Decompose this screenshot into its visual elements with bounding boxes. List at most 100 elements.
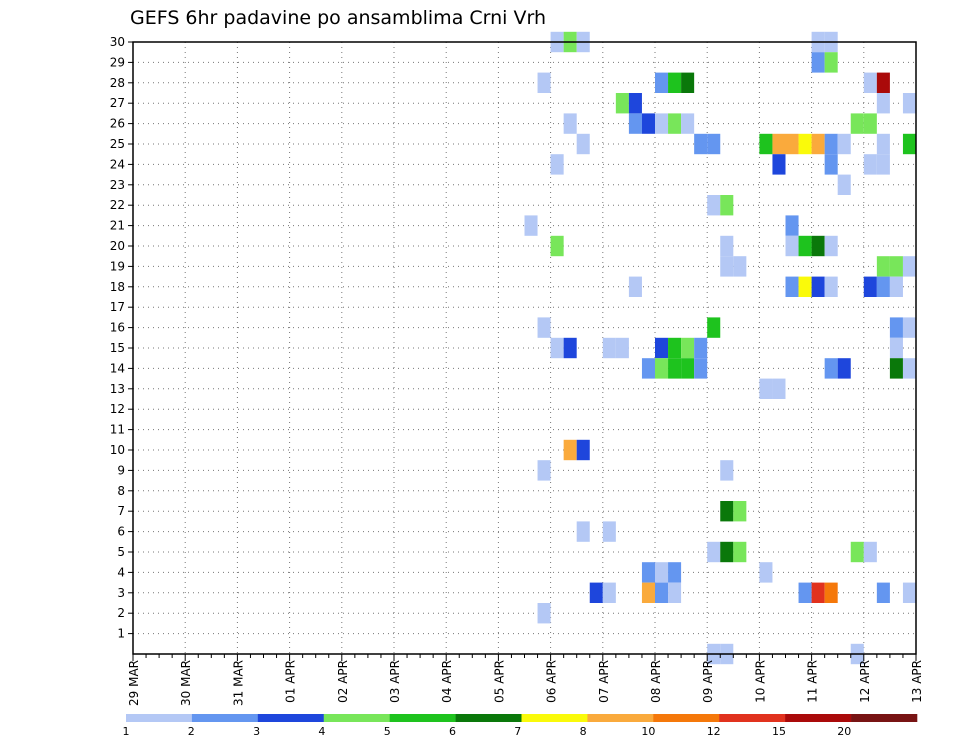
x-tick-label: 31 MAR [231, 660, 245, 706]
heatmap-cell [772, 133, 786, 155]
heatmap-cell [720, 235, 734, 257]
heatmap-cell [694, 337, 708, 359]
heatmap-cell [759, 562, 773, 583]
y-tick-label: 2 [117, 606, 125, 620]
heatmap-cell [537, 460, 551, 481]
heatmap-cell [668, 582, 682, 603]
heatmap-cell [902, 133, 916, 155]
x-tick-label: 30 MAR [179, 660, 193, 706]
y-tick-label: 10 [110, 443, 125, 457]
heatmap-cell [707, 195, 721, 216]
y-tick-label: 8 [117, 484, 125, 498]
heatmap-cell [889, 337, 903, 359]
heatmap-cell [785, 235, 799, 257]
heatmap-cell [824, 154, 838, 175]
heatmap-cell [889, 276, 903, 297]
heatmap-cell [681, 358, 695, 379]
heatmap-cell [576, 521, 590, 542]
colorbar-label: 10 [641, 725, 655, 738]
heatmap-cell [824, 358, 838, 379]
heatmap-cell [694, 133, 708, 155]
colorbar-swatch [323, 714, 390, 722]
heatmap-cell [550, 235, 564, 257]
heatmap-cell [876, 93, 890, 114]
heatmap-cell [641, 358, 655, 379]
y-tick-label: 24 [110, 157, 125, 171]
y-tick-label: 21 [110, 219, 125, 233]
x-tick-label: 06 APR [545, 660, 559, 703]
heatmap-cell [798, 582, 812, 603]
heatmap-cell [668, 113, 682, 134]
heatmap-cell [876, 133, 890, 155]
heatmap-cell [811, 235, 825, 257]
colorbar-label: 20 [837, 725, 851, 738]
chart-title: GEFS 6hr padavine po ansamblima Crni Vrh [130, 7, 546, 29]
heatmap-cell [537, 72, 551, 93]
y-tick-label: 1 [117, 627, 125, 641]
y-tick-label: 13 [110, 382, 125, 396]
heatmap-cell [772, 378, 786, 399]
x-tick-label: 03 APR [388, 660, 402, 703]
heatmap-cell [863, 154, 877, 175]
x-tick-label: 01 APR [284, 660, 298, 703]
heatmap-cell [902, 256, 916, 277]
heatmap-cell [655, 113, 669, 134]
colorbar-swatch [785, 714, 852, 722]
heatmap-cell [628, 113, 642, 134]
heatmap-cell [811, 52, 825, 73]
colorbar-label: 8 [580, 725, 587, 738]
heatmap-cell [850, 113, 864, 134]
y-tick-label: 18 [110, 280, 125, 294]
heatmap-cell [837, 174, 851, 195]
heatmap-cell [837, 133, 851, 155]
heatmap-cell [524, 215, 538, 236]
y-tick-label: 30 [110, 35, 125, 49]
x-tick-label: 07 APR [597, 660, 611, 703]
heatmap-cell [681, 113, 695, 134]
heatmap-cell [759, 378, 773, 399]
heatmap-cell [707, 133, 721, 155]
heatmap-cell [668, 358, 682, 379]
heatmap-cell [876, 256, 890, 277]
heatmap-cell [876, 276, 890, 297]
colorbar-label: 2 [188, 725, 195, 738]
y-tick-label: 11 [110, 423, 125, 437]
heatmap-cell [889, 256, 903, 277]
heatmap-cell [837, 358, 851, 379]
colorbar-swatch [653, 714, 720, 722]
heatmap-cell [798, 235, 812, 257]
heatmap-cell [889, 317, 903, 338]
heatmap-cell [876, 72, 890, 93]
x-tick-label: 11 APR [806, 660, 820, 703]
heatmap-cell [785, 276, 799, 297]
y-tick-label: 23 [110, 178, 125, 192]
heatmap-cell [824, 52, 838, 73]
y-tick-label: 14 [110, 361, 125, 375]
colorbar-label: 7 [514, 725, 521, 738]
heatmap-cell [824, 133, 838, 155]
heatmap-cell [668, 72, 682, 93]
colorbar-swatch [126, 714, 193, 722]
heatmap-cell [668, 562, 682, 583]
heatmap-cell [876, 154, 890, 175]
heatmap-cell [655, 562, 669, 583]
heatmap-cell [811, 276, 825, 297]
heatmap-cell [759, 133, 773, 155]
heatmap-cell [863, 276, 877, 297]
heatmap-cell [641, 113, 655, 134]
heatmap-cell [537, 317, 551, 338]
y-tick-label: 7 [117, 504, 125, 518]
heatmap-cell [850, 541, 864, 563]
y-tick-label: 20 [110, 239, 125, 253]
y-tick-label: 17 [110, 300, 125, 314]
heatmap-cell [615, 337, 629, 359]
heatmap-cell [889, 358, 903, 379]
heatmap-cell [563, 439, 577, 461]
heatmap-cell [824, 582, 838, 603]
y-tick-label: 9 [117, 463, 125, 477]
colorbar-label: 15 [772, 725, 786, 738]
heatmap-cell [655, 337, 669, 359]
axes: 1234567891011121314151617181920212223242… [110, 35, 924, 706]
colorbar-swatch [191, 714, 259, 722]
y-tick-label: 15 [110, 341, 125, 355]
